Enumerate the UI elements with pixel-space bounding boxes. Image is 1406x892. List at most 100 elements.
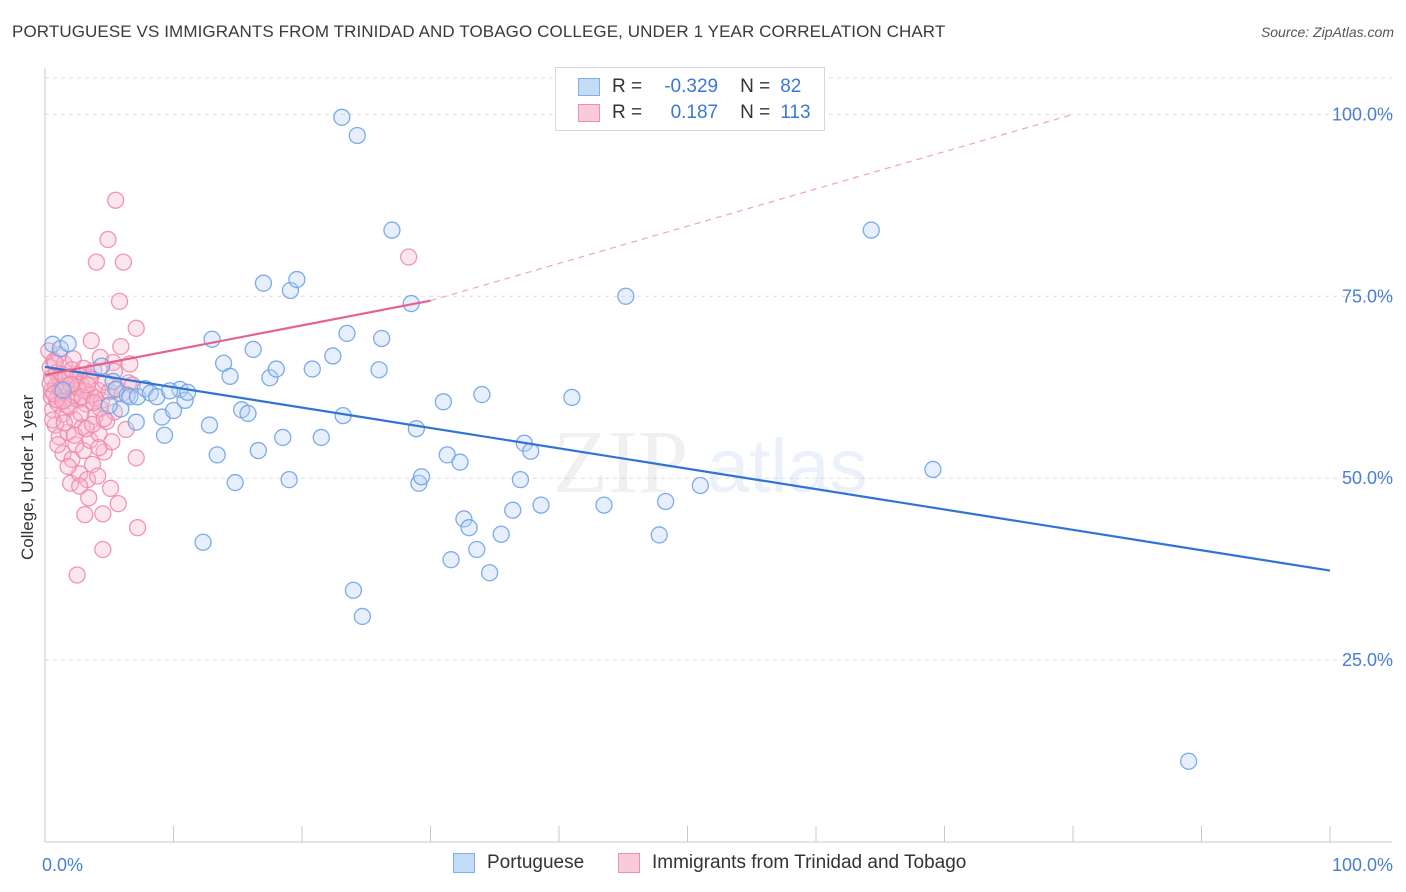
data-point <box>254 274 273 292</box>
data-point <box>59 334 77 353</box>
bottom-swatch-pink <box>618 853 640 873</box>
legend-r-label: R = <box>612 76 643 97</box>
y-tick-label: 50.0% <box>1342 468 1393 488</box>
data-point <box>99 230 117 249</box>
data-point <box>373 329 391 348</box>
data-point <box>226 473 244 492</box>
data-point <box>324 347 342 365</box>
data-point <box>112 337 130 356</box>
data-point <box>239 404 257 423</box>
data-point <box>76 505 94 524</box>
data-point <box>924 460 942 479</box>
data-point <box>49 436 67 454</box>
data-point <box>617 287 635 305</box>
data-point <box>460 519 478 537</box>
data-point <box>127 319 145 337</box>
data-point <box>862 221 880 239</box>
legend-row-portuguese: R = -0.329 N = 82 <box>578 74 801 100</box>
legend-row-trinidad: R = 0.187 N = 113 <box>578 100 811 126</box>
legend-swatch-pink <box>578 104 600 122</box>
data-point <box>348 126 366 145</box>
data-point <box>451 453 469 471</box>
data-point <box>412 468 431 486</box>
data-point <box>338 324 356 343</box>
data-point <box>128 519 147 537</box>
legend-swatch-blue <box>578 78 600 96</box>
x-tick-label: 100.0% <box>1332 855 1393 875</box>
source-label: Source: ZipAtlas.com <box>1260 24 1394 40</box>
data-point <box>261 369 279 387</box>
data-point <box>94 540 112 559</box>
data-point <box>71 477 89 495</box>
data-point <box>532 496 550 514</box>
trinidad-points <box>40 191 418 584</box>
data-point <box>312 428 330 447</box>
data-point <box>333 108 351 126</box>
trend-lines <box>44 113 1331 572</box>
legend-r-label: R = <box>612 102 643 123</box>
data-point <box>82 332 100 350</box>
portuguese-points <box>44 105 1198 770</box>
data-point <box>127 449 145 467</box>
gridlines <box>45 77 1392 661</box>
data-point <box>1180 752 1198 770</box>
data-point <box>280 470 298 489</box>
trend-extension-trinidad <box>430 113 1074 302</box>
data-point <box>68 566 86 584</box>
data-point <box>303 360 321 378</box>
data-point <box>89 467 107 485</box>
data-point <box>200 416 219 434</box>
y-tick-label: 25.0% <box>1342 650 1393 670</box>
data-point <box>438 446 456 464</box>
bottom-legend-trinidad: Immigrants from Trinidad and Tobago <box>618 852 966 874</box>
y-axis-label: College, Under 1 year <box>18 394 37 560</box>
data-point <box>90 425 108 443</box>
data-point <box>100 396 118 415</box>
data-point <box>155 426 174 444</box>
data-point <box>657 492 675 511</box>
data-point <box>442 551 460 569</box>
data-point <box>455 510 473 528</box>
stats-legend: R = -0.329 N = 82 R = 0.187 N = 113 <box>555 67 825 131</box>
data-point <box>480 564 499 582</box>
data-point <box>110 292 129 311</box>
data-point <box>114 253 133 271</box>
data-point <box>281 281 300 300</box>
bottom-legend-portuguese: Portuguese <box>453 852 584 874</box>
data-point <box>650 526 668 544</box>
data-point <box>178 383 197 401</box>
data-point <box>194 533 212 551</box>
data-point <box>244 340 262 359</box>
data-point <box>492 525 510 543</box>
data-point <box>288 270 306 289</box>
data-point <box>164 401 183 420</box>
data-point <box>95 409 113 428</box>
y-tick-label: 75.0% <box>1342 286 1393 306</box>
chart-title: PORTUGUESE VS IMMIGRANTS FROM TRINIDAD A… <box>12 22 946 41</box>
data-point <box>107 191 125 209</box>
data-point <box>127 413 145 431</box>
legend-n-label: N = <box>740 76 771 97</box>
data-point <box>85 393 103 412</box>
data-point <box>54 381 72 399</box>
legend-r-value: 0.187 <box>670 102 719 123</box>
data-point <box>45 385 63 403</box>
data-point <box>595 496 613 514</box>
x-tick-label: 0.0% <box>42 855 83 875</box>
data-point <box>87 253 106 271</box>
data-point <box>208 446 226 464</box>
data-point <box>101 479 120 498</box>
data-point <box>563 388 581 407</box>
legend-r-value: -0.329 <box>664 76 719 97</box>
watermark-zip: ZIP <box>553 413 688 512</box>
data-point <box>434 393 453 411</box>
data-point <box>267 360 285 378</box>
data-point <box>370 361 388 379</box>
watermark-atlas: atlas <box>707 424 868 509</box>
data-point <box>90 438 108 457</box>
data-point <box>54 444 72 463</box>
data-point <box>274 428 292 447</box>
data-point <box>72 404 90 423</box>
data-point <box>407 420 426 438</box>
